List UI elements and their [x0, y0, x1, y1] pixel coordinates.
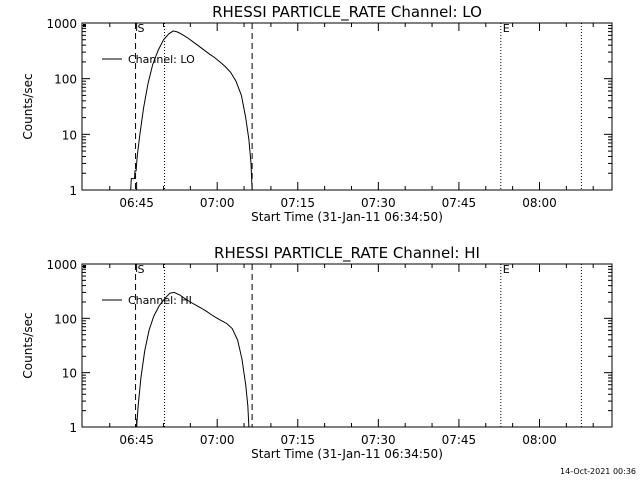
x-axis-label: Start Time (31-Jan-11 06:34:50): [251, 447, 443, 461]
legend-label: Channel: HI: [128, 294, 192, 307]
x-tick-label: 07:00: [200, 196, 235, 210]
plot-frame: [81, 22, 613, 191]
chart-panel-0: [81, 22, 613, 191]
chart-title: RHESSI PARTICLE_RATE Channel: HI: [214, 244, 480, 263]
timestamp: 14-Oct-2021 00:36: [560, 467, 636, 476]
event-marker-label: E: [503, 22, 510, 35]
event-marker-label: S: [138, 22, 145, 35]
series-line: [130, 30, 253, 191]
y-axis-label: Counts/sec: [21, 312, 35, 378]
x-tick-label: 07:45: [442, 433, 477, 447]
y-tick-label: 100: [54, 312, 77, 326]
event-marker-label: E: [503, 263, 510, 276]
x-tick-label: 07:45: [442, 196, 477, 210]
chart-title: RHESSI PARTICLE_RATE Channel: LO: [212, 3, 482, 22]
x-tick-label: 07:15: [280, 433, 315, 447]
y-tick-label: 1000: [46, 258, 77, 272]
x-tick-label: 07:30: [361, 433, 396, 447]
x-tick-label: 06:45: [119, 433, 154, 447]
legend-label: Channel: LO: [128, 53, 195, 66]
plot-frame: [81, 263, 613, 428]
x-axis-label: Start Time (31-Jan-11 06:34:50): [251, 210, 443, 224]
chart-panel-1: [81, 263, 613, 428]
x-tick-label: 07:00: [200, 433, 235, 447]
corner-square: [83, 265, 86, 268]
x-tick-label: 06:45: [119, 196, 154, 210]
y-tick-label: 1: [69, 421, 77, 435]
corner-square: [83, 24, 86, 27]
y-tick-label: 1: [69, 184, 77, 198]
y-tick-label: 100: [54, 73, 77, 87]
y-tick-label: 10: [62, 128, 77, 142]
y-tick-label: 10: [62, 367, 77, 381]
event-marker-label: S: [138, 263, 145, 276]
x-tick-label: 08:00: [522, 196, 557, 210]
y-tick-label: 1000: [46, 17, 77, 31]
series-line: [136, 291, 250, 428]
x-tick-label: 08:00: [522, 433, 557, 447]
x-tick-label: 07:30: [361, 196, 396, 210]
y-axis-label: Counts/sec: [21, 73, 35, 139]
x-tick-label: 07:15: [280, 196, 315, 210]
